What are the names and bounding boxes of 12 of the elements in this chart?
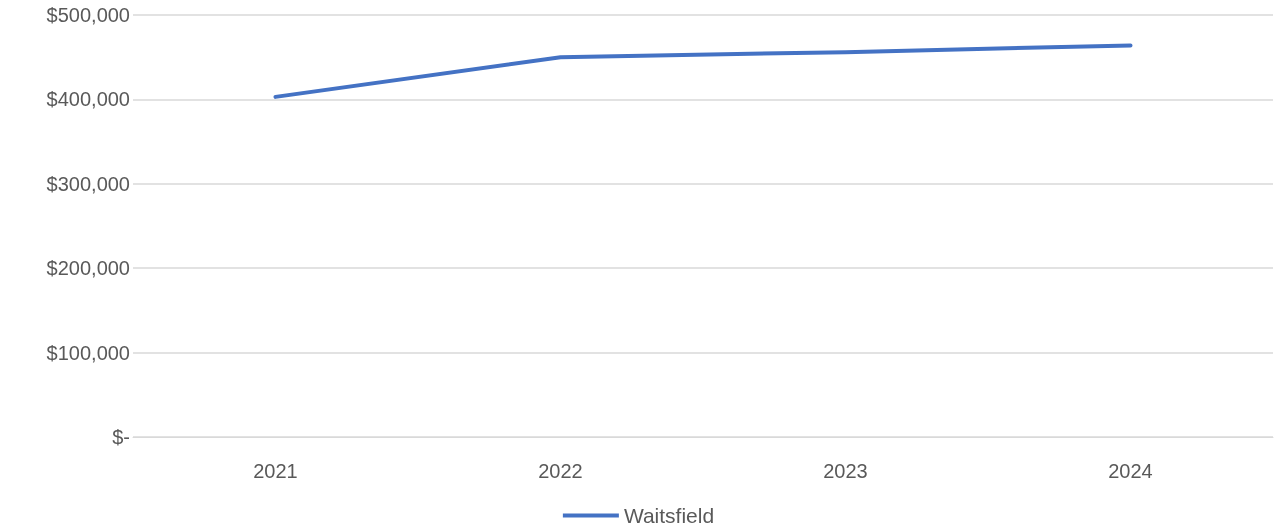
y-tick-label: $200,000: [46, 257, 130, 280]
y-tick-label: $300,000: [46, 172, 130, 195]
y-tick-label: $500,000: [46, 4, 130, 26]
x-tick-label: 2024: [1108, 460, 1153, 482]
legend-label: Waitsfield: [623, 504, 715, 527]
y-tick-label: $400,000: [46, 88, 130, 111]
x-tick-label: 2022: [538, 460, 583, 482]
y-tick-label: $100,000: [46, 341, 130, 364]
x-tick-label: 2023: [823, 460, 868, 482]
x-tick-label: 2021: [253, 460, 298, 482]
y-tick-label: $-: [112, 426, 130, 448]
line-series: [273, 43, 1133, 99]
